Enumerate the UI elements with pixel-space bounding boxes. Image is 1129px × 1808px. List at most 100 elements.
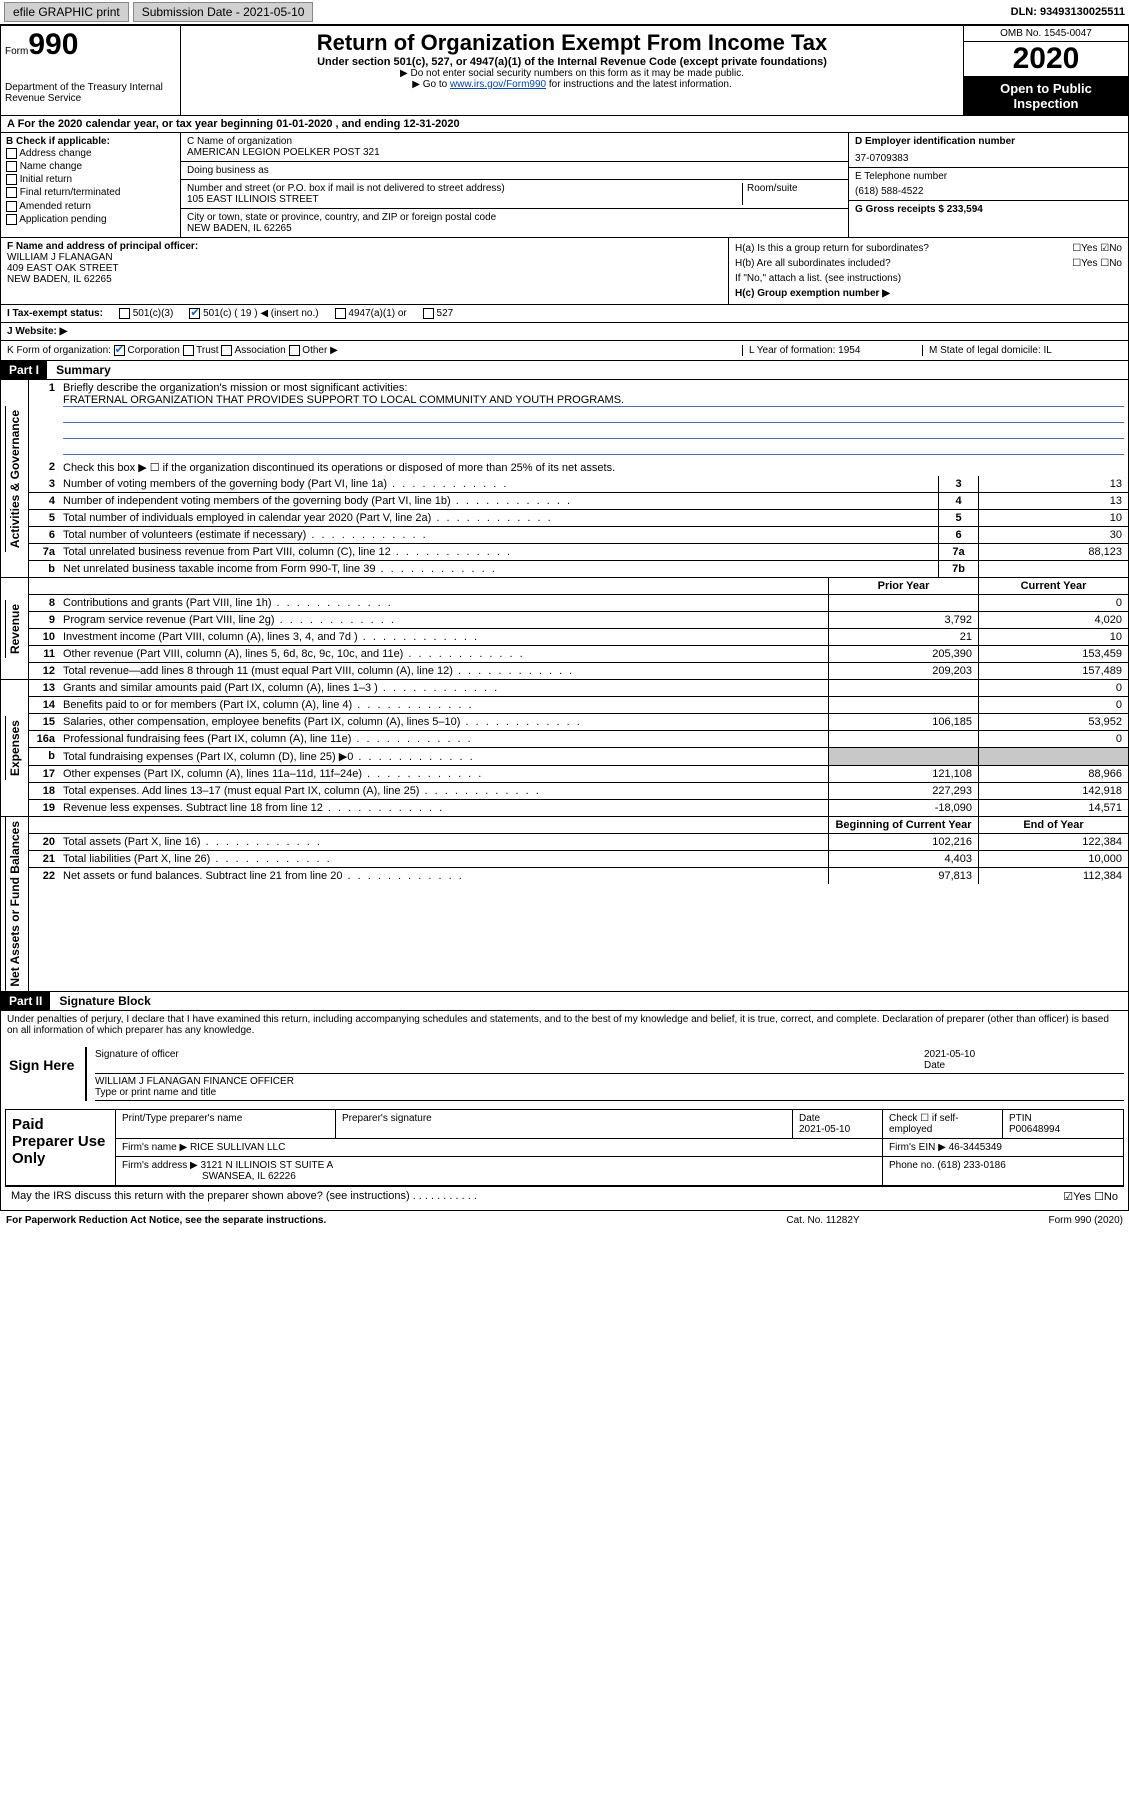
line-14: 14 Benefits paid to or for members (Part… — [29, 697, 1128, 714]
q1-text: Briefly describe the organization's miss… — [63, 382, 1124, 394]
sig-date-label: Date — [924, 1060, 1124, 1071]
box-h: H(a) Is this a group return for subordin… — [728, 238, 1128, 304]
chk-initial[interactable]: Initial return — [6, 173, 175, 186]
i-label: I Tax-exempt status: — [7, 308, 103, 319]
c-dba-row: Doing business as — [181, 162, 848, 180]
footer-left: For Paperwork Reduction Act Notice, see … — [6, 1215, 723, 1226]
form-number: 990 — [28, 28, 78, 61]
officer-name-title: WILLIAM J FLANAGAN FINANCE OFFICER — [95, 1076, 1124, 1087]
part1-badge: Part I — [1, 361, 47, 379]
footer-right: Form 990 (2020) — [923, 1215, 1123, 1226]
line-15: 15 Salaries, other compensation, employe… — [29, 714, 1128, 731]
form-year-box: OMB No. 1545-0047 2020 Open to Public In… — [963, 26, 1128, 115]
q2-text: Check this box ▶ ☐ if the organization d… — [59, 459, 1128, 476]
hb-yn[interactable]: ☐Yes ☐No — [1072, 258, 1122, 269]
mission-blank3 — [63, 441, 1124, 455]
line-5: 5 Total number of individuals employed i… — [29, 510, 1128, 527]
c-name-label: C Name of organization — [187, 136, 842, 147]
ein-value: 37-0709383 — [855, 147, 1122, 164]
city-value: NEW BADEN, IL 62265 — [187, 223, 842, 234]
dln-text: DLN: 93493130025511 — [1011, 6, 1125, 18]
firm-address2: SWANSEA, IL 62226 — [122, 1171, 876, 1182]
k-label: K Form of organization: — [7, 345, 111, 356]
top-bar: efile GRAPHIC print Submission Date - 20… — [0, 0, 1129, 25]
org-name: AMERICAN LEGION POELKER POST 321 — [187, 147, 842, 158]
penalty-text: Under penalties of perjury, I declare th… — [1, 1011, 1128, 1039]
chk-final[interactable]: Final return/terminated — [6, 186, 175, 199]
ptin-value: P00648994 — [1009, 1124, 1117, 1135]
footer-mid: Cat. No. 11282Y — [723, 1215, 923, 1226]
line-9: 9 Program service revenue (Part VIII, li… — [29, 612, 1128, 629]
chk-501c[interactable]: 501(c) ( 19 ) ◀ (insert no.) — [189, 308, 318, 319]
box-b: B Check if applicable: Address change Na… — [1, 133, 181, 237]
firm-name: Firm's name ▶ RICE SULLIVAN LLC — [116, 1139, 883, 1156]
part2-body: Under penalties of perjury, I declare th… — [0, 1011, 1129, 1211]
k-segment: K Form of organization: Corporation Trus… — [7, 345, 742, 356]
paid-preparer-section: Paid Preparer Use Only Print/Type prepar… — [5, 1109, 1124, 1186]
line-4: 4 Number of independent voting members o… — [29, 493, 1128, 510]
line-18: 18 Total expenses. Add lines 13–17 (must… — [29, 783, 1128, 800]
prep-date-label: Date — [799, 1113, 876, 1124]
discuss-yn[interactable]: ☑Yes ☐No — [1063, 1190, 1118, 1203]
chk-pending[interactable]: Application pending — [6, 213, 175, 226]
paid-preparer-label: Paid Preparer Use Only — [6, 1110, 116, 1185]
mission-blank2 — [63, 425, 1124, 439]
c-street-row: Number and street (or P.O. box if mail i… — [181, 180, 848, 209]
box-c: C Name of organization AMERICAN LEGION P… — [181, 133, 848, 237]
col-prior-year: Prior Year — [828, 578, 978, 594]
chk-assoc[interactable]: Association — [221, 345, 285, 356]
rev-header: Prior Year Current Year — [29, 578, 1128, 595]
note-ssn: ▶ Do not enter social security numbers o… — [187, 68, 957, 79]
row-j: J Website: ▶ — [0, 323, 1129, 341]
col-current-year: Current Year — [978, 578, 1128, 594]
line-7a: 7a Total unrelated business revenue from… — [29, 544, 1128, 561]
ptin-label: PTIN — [1009, 1113, 1117, 1124]
phone-value: (618) 588-4522 — [855, 182, 1122, 197]
footer: For Paperwork Reduction Act Notice, see … — [0, 1211, 1129, 1230]
row-klm: K Form of organization: Corporation Trus… — [0, 341, 1129, 361]
chk-corp[interactable]: Corporation — [114, 345, 180, 356]
mission-blank1 — [63, 409, 1124, 423]
chk-name[interactable]: Name change — [6, 160, 175, 173]
self-employed[interactable]: Check ☐ if self-employed — [883, 1110, 1003, 1138]
chk-other[interactable]: Other ▶ — [289, 345, 338, 356]
officer-name-label: Type or print name and title — [95, 1087, 1124, 1098]
vlabel-expenses: Expenses — [5, 716, 24, 780]
part2-header: Part II Signature Block — [0, 992, 1129, 1011]
firm-ein: Firm's EIN ▶ 46-3445349 — [883, 1139, 1123, 1156]
note-link: ▶ Go to www.irs.gov/Form990 for instruct… — [187, 79, 957, 90]
box-e: E Telephone number (618) 588-4522 — [849, 168, 1128, 201]
hb-note: If "No," attach a list. (see instruction… — [735, 271, 1122, 286]
prep-name-label: Print/Type preparer's name — [116, 1110, 336, 1138]
tax-year: 2020 — [964, 42, 1128, 77]
section-bcdeg: B Check if applicable: Address change Na… — [0, 133, 1129, 238]
l-segment: L Year of formation: 1954 — [742, 345, 922, 356]
chk-501c3[interactable]: 501(c)(3) — [119, 308, 173, 319]
hc-label: H(c) Group exemption number ▶ — [735, 286, 1122, 301]
line-13: 13 Grants and similar amounts paid (Part… — [29, 680, 1128, 697]
submission-date-button[interactable]: Submission Date - 2021-05-10 — [133, 2, 314, 22]
chk-4947[interactable]: 4947(a)(1) or — [335, 308, 407, 319]
chk-amended[interactable]: Amended return — [6, 200, 175, 213]
chk-527[interactable]: 527 — [423, 308, 453, 319]
firm-phone: Phone no. (618) 233-0186 — [883, 1157, 1123, 1185]
line-11: 11 Other revenue (Part VIII, column (A),… — [29, 646, 1128, 663]
room-label: Room/suite — [742, 183, 842, 205]
chk-trust[interactable]: Trust — [183, 345, 219, 356]
efile-button[interactable]: efile GRAPHIC print — [4, 2, 129, 22]
box-deg: D Employer identification number 37-0709… — [848, 133, 1128, 237]
line-2: 2 Check this box ▶ ☐ if the organization… — [29, 459, 1128, 476]
col-begin-year: Beginning of Current Year — [828, 817, 978, 833]
sig-date: 2021-05-10 — [924, 1049, 1124, 1060]
part1-title: Summary — [50, 361, 117, 379]
irs-link[interactable]: www.irs.gov/Form990 — [450, 79, 546, 90]
hb-label: H(b) Are all subordinates included? — [735, 258, 891, 269]
sign-here-section: Sign Here Signature of officer 2021-05-1… — [5, 1047, 1124, 1101]
ha-yn[interactable]: ☐Yes ☑No — [1072, 243, 1122, 254]
chk-address[interactable]: Address change — [6, 147, 175, 160]
line-17: 17 Other expenses (Part IX, column (A), … — [29, 766, 1128, 783]
row-fh: F Name and address of principal officer:… — [0, 238, 1129, 305]
form-title: Return of Organization Exempt From Incom… — [187, 30, 957, 56]
vlabel-revenue: Revenue — [5, 600, 24, 658]
f-label: F Name and address of principal officer: — [7, 241, 722, 252]
